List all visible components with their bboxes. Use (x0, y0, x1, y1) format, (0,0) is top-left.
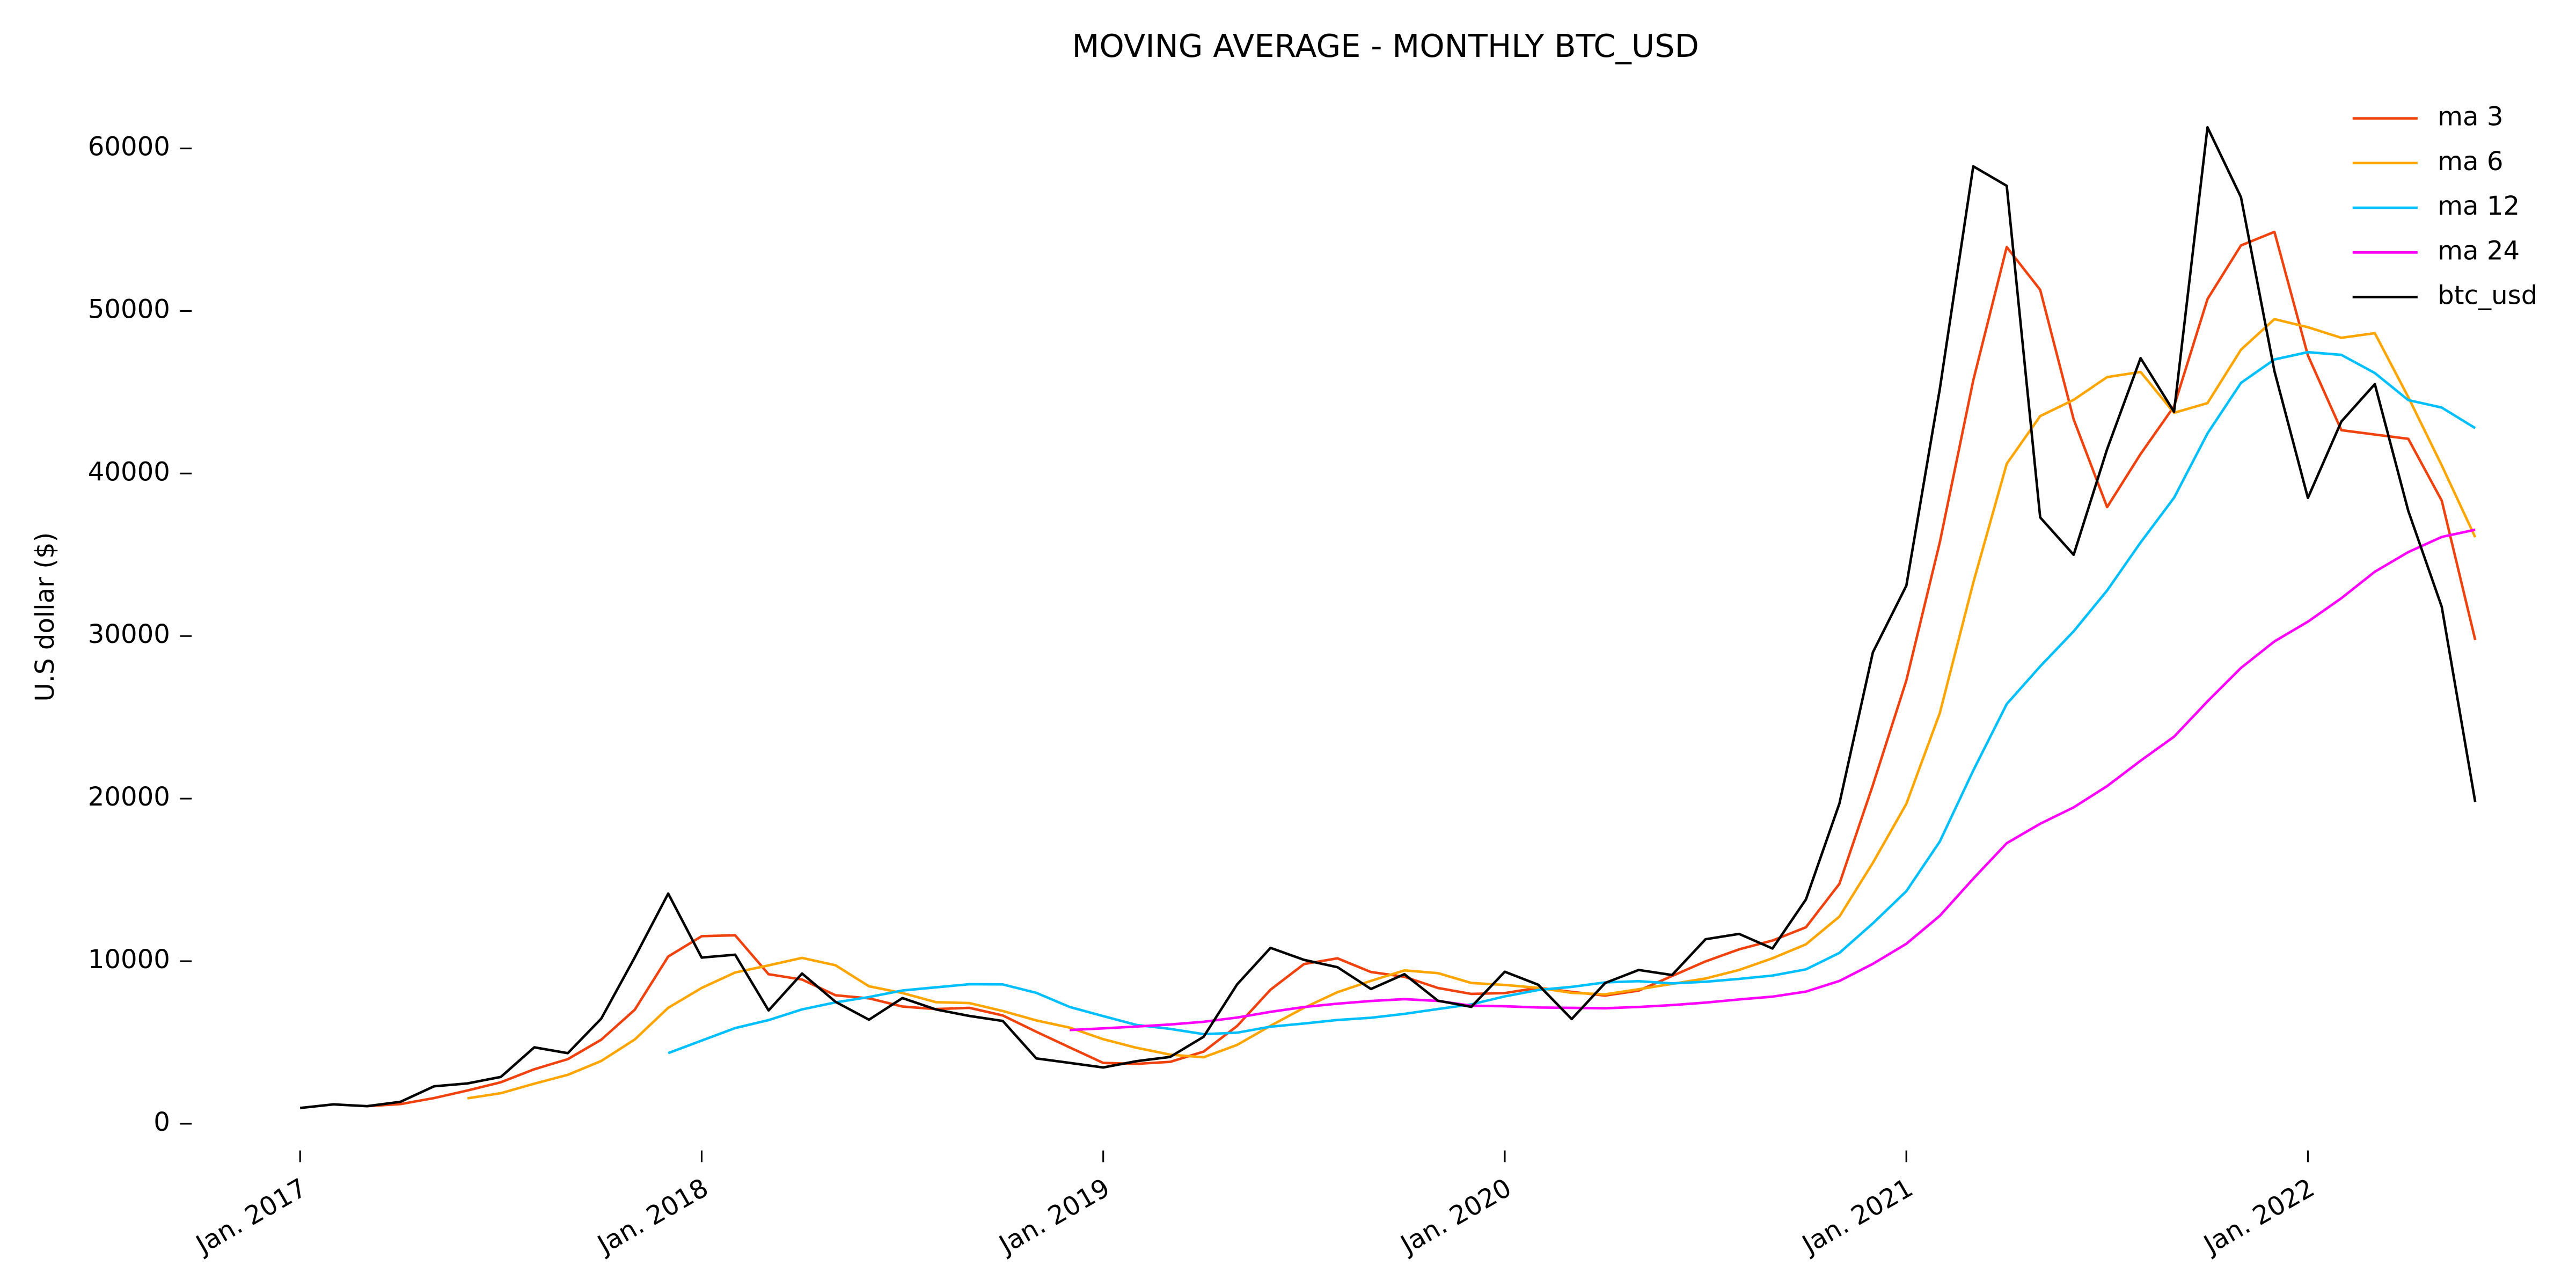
series-line (668, 350, 2476, 1055)
x-tick-label: Jan. 2021 (1796, 1173, 1918, 1261)
y-axis-label: U.S dollar ($) (30, 532, 60, 702)
legend: ma 3 ma 6 ma 12 ma 24 btc_usd (2352, 102, 2537, 311)
y-tick-label: 20000 (88, 782, 170, 812)
chart-title: MOVING AVERAGE - MONTHLY BTC_USD (1072, 27, 1699, 64)
legend-label: btc_usd (2438, 281, 2537, 311)
x-tick-label: Jan. 2017 (190, 1173, 312, 1261)
y-tick-label: 40000 (88, 457, 170, 487)
series-line (299, 126, 2477, 1109)
legend-label: ma 3 (2438, 102, 2503, 132)
y-tick-label: 30000 (88, 619, 170, 649)
x-tick-label: Jan. 2020 (1394, 1173, 1516, 1261)
y-tick-label: 60000 (88, 132, 170, 162)
legend-label: ma 24 (2438, 236, 2520, 266)
y-tick-label: 50000 (88, 294, 170, 324)
series-line (467, 318, 2477, 1100)
series-line (367, 230, 2477, 1108)
legend-label: ma 12 (2438, 191, 2520, 221)
x-tick-label: Jan. 2018 (591, 1173, 713, 1261)
y-tick-label: 10000 (88, 945, 170, 975)
x-tick-label: Jan. 2022 (2198, 1173, 2319, 1261)
series-line (1070, 528, 2476, 1031)
legend-label: ma 6 (2438, 147, 2503, 177)
y-tick-label: 0 (153, 1107, 170, 1137)
x-tick-label: Jan. 2019 (993, 1173, 1115, 1261)
